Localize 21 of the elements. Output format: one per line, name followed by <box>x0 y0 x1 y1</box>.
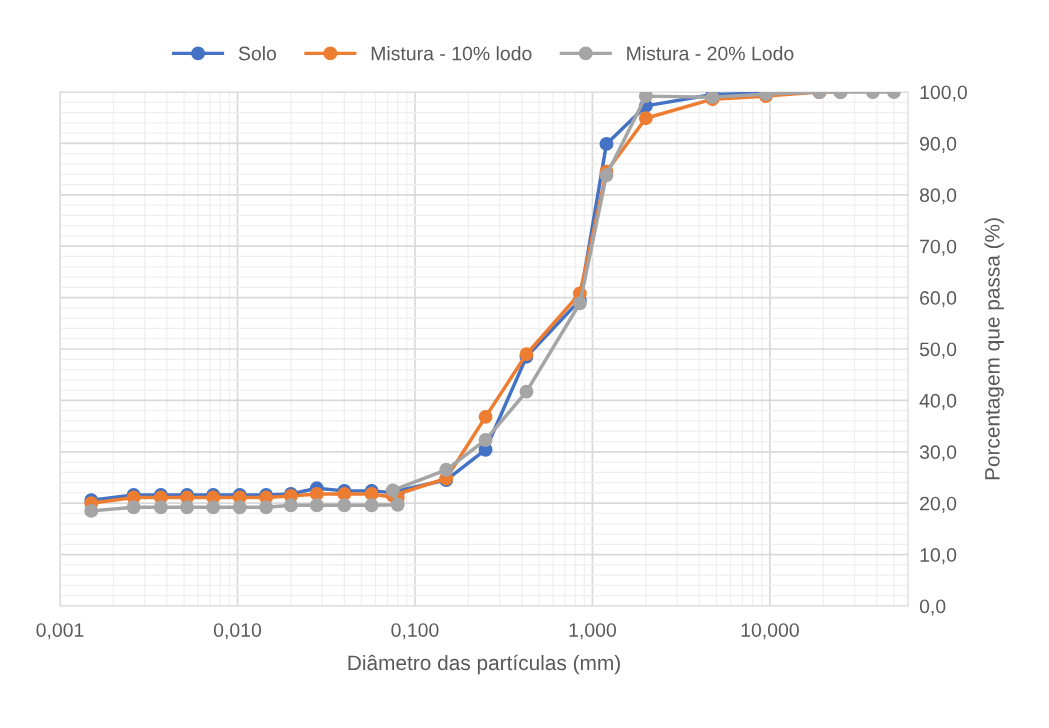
x-tick-label: 1,000 <box>569 623 616 640</box>
legend-label: Mistura - 10% lodo <box>371 46 532 61</box>
y-tick-label: 70,0 <box>920 239 957 256</box>
y-tick-label: 40,0 <box>919 393 957 410</box>
legend-label: Mistura - 20% Lodo <box>627 46 794 61</box>
y-tick-label: 10,0 <box>920 548 957 565</box>
y-tick-label: 20,0 <box>920 496 957 513</box>
x-axis-title: Diâmetro das partículas (mm) <box>348 654 620 675</box>
x-tick-label: 0,100 <box>391 623 439 640</box>
y-tick-label: 90,0 <box>920 136 957 153</box>
y-axis-title: Porcentagem que passa (%) <box>984 218 1004 480</box>
y-tick-label: 100,0 <box>920 85 968 102</box>
x-tick-label: 10,000 <box>741 623 799 640</box>
legend-label: Solo <box>238 46 277 61</box>
x-tick-label: 0,010 <box>213 623 262 640</box>
y-tick-label: 50,0 <box>919 342 957 359</box>
x-tick-label: 0,001 <box>36 623 84 640</box>
y-tick-label: 60,0 <box>920 291 957 308</box>
y-tick-label: 30,0 <box>919 445 957 462</box>
y-tick-label: 80,0 <box>919 188 957 205</box>
y-tick-label: 0,0 <box>919 599 946 616</box>
